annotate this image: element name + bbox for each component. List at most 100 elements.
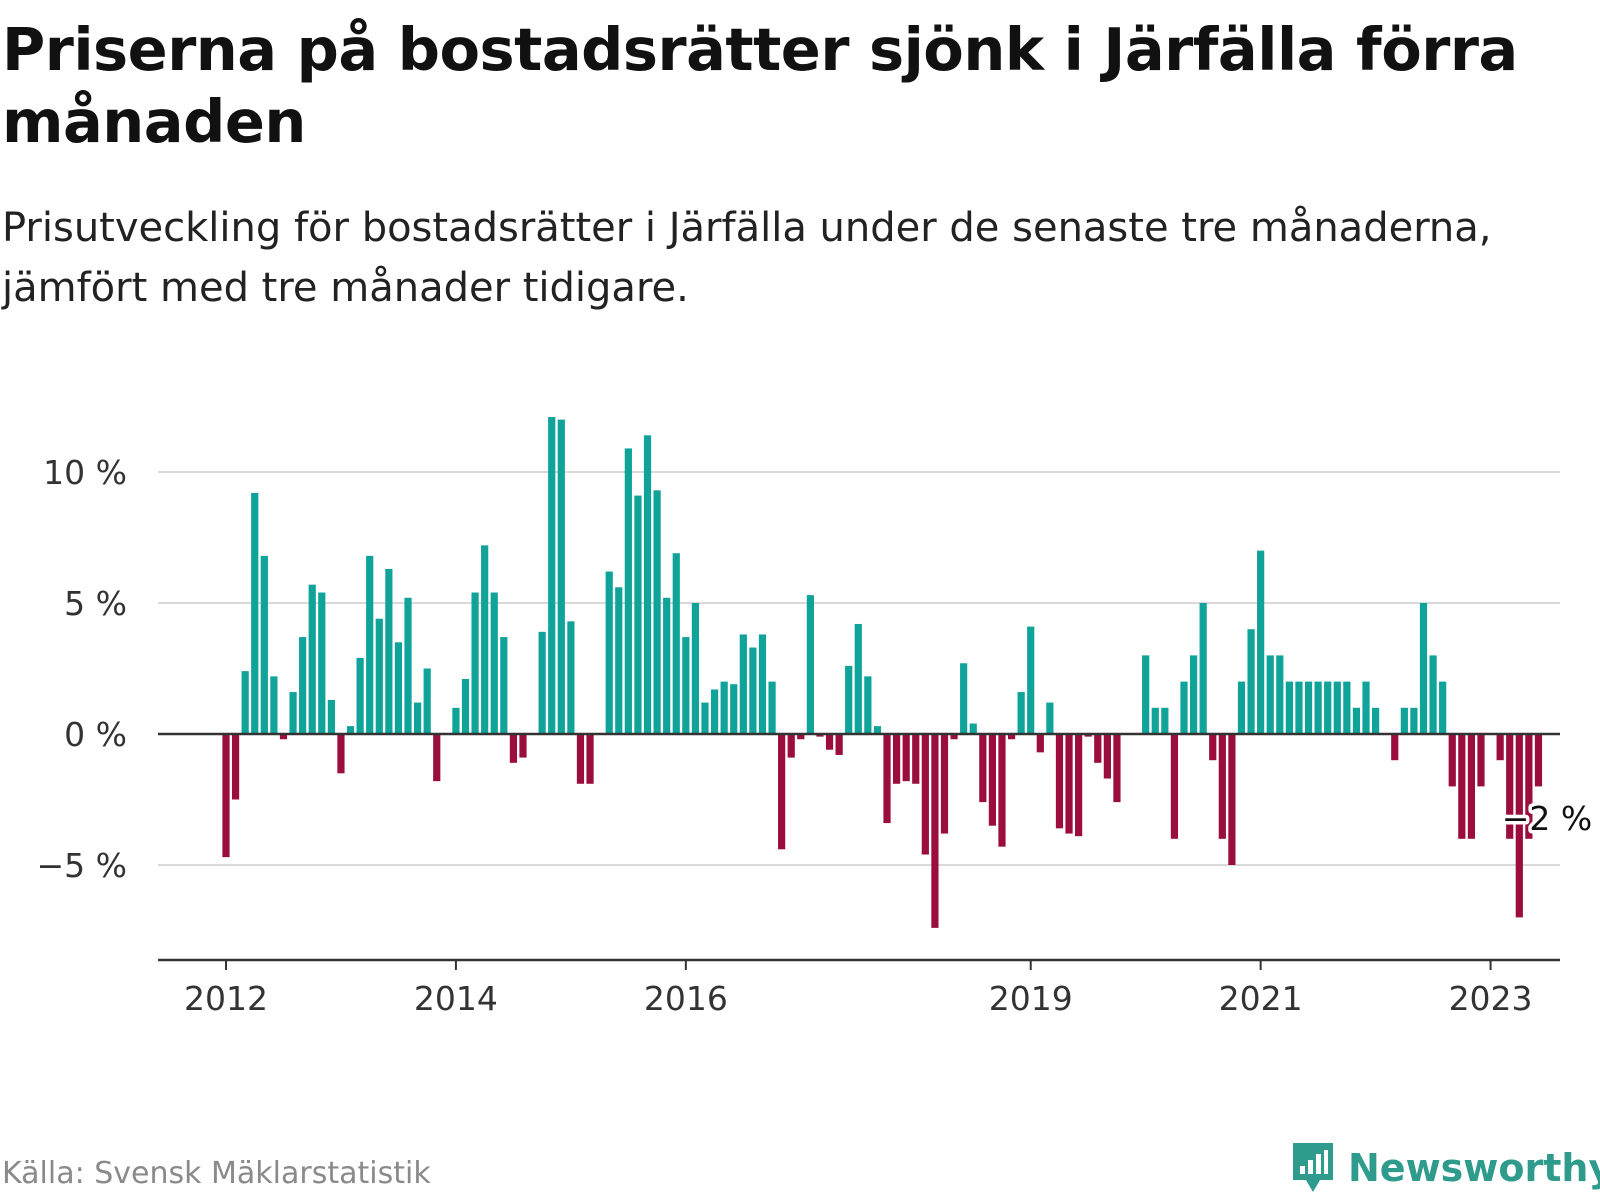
bar	[337, 734, 345, 774]
bar	[452, 707, 460, 734]
bar	[682, 637, 690, 734]
bar	[893, 734, 901, 784]
bar	[318, 592, 326, 734]
bar	[979, 734, 987, 803]
bar	[299, 637, 307, 734]
bar	[624, 448, 632, 734]
bar	[471, 592, 479, 734]
bar	[356, 658, 364, 734]
brand-logo[interactable]: Newsworthy	[1290, 1140, 1600, 1196]
bar-chart: −5 % 0 % 5 % 10 % 2012 2014 2016 2019 2021 2023 −2…	[36, 416, 1596, 1018]
bar	[1065, 734, 1073, 834]
bar	[825, 734, 834, 750]
bar	[385, 568, 393, 734]
bar	[519, 734, 527, 758]
x-tick-label: 2019	[989, 979, 1073, 1018]
bar	[1506, 734, 1514, 839]
bar	[1477, 734, 1485, 787]
bar	[1314, 681, 1322, 734]
bar	[806, 595, 814, 734]
bar	[1525, 734, 1533, 839]
y-tick-label: 10 %	[43, 453, 127, 492]
bar	[548, 416, 556, 734]
bar	[1075, 734, 1083, 837]
bar	[1228, 734, 1236, 865]
bar	[414, 702, 422, 734]
bar	[251, 492, 259, 734]
bar	[854, 623, 862, 734]
bar	[423, 668, 431, 734]
bar	[950, 734, 958, 740]
chart-title: Priserna på bostadsrätter sjönk i Järfäl…	[2, 15, 1518, 156]
bar	[653, 490, 661, 734]
x-tick-label: 2014	[414, 979, 498, 1018]
bar	[1237, 681, 1246, 734]
bar	[672, 553, 680, 734]
source-credit: Källa: Svensk Mäklarstatistik	[2, 1156, 431, 1191]
bar	[1362, 681, 1370, 734]
bar	[1429, 655, 1437, 734]
bar	[988, 734, 996, 826]
brand-name: Newsworthy	[1348, 1146, 1600, 1190]
bar	[883, 734, 891, 824]
bar	[730, 684, 738, 734]
bar	[270, 676, 278, 734]
bar	[308, 584, 316, 734]
bar	[1295, 681, 1303, 734]
bar	[605, 571, 613, 734]
bar	[1439, 681, 1447, 734]
bar	[1400, 707, 1408, 734]
bar	[433, 734, 441, 782]
bar	[346, 726, 355, 734]
bar	[1458, 734, 1466, 839]
bar	[1170, 734, 1179, 839]
bar	[289, 692, 297, 734]
bar	[873, 726, 882, 734]
bar	[816, 734, 824, 737]
bar	[720, 681, 728, 734]
bar	[1007, 734, 1016, 740]
bar	[969, 723, 977, 734]
bar	[1142, 655, 1150, 734]
bar	[557, 419, 565, 734]
y-tick-label: 0 %	[64, 715, 127, 754]
x-tick-label: 2023	[1449, 979, 1533, 1018]
bar	[691, 603, 700, 734]
bar	[701, 702, 709, 734]
y-tick-label: −5 %	[37, 846, 128, 885]
bar	[663, 597, 671, 734]
bar	[1304, 681, 1313, 734]
bar	[845, 665, 853, 734]
bar	[1189, 655, 1198, 734]
bar	[1515, 734, 1523, 918]
bar	[902, 734, 910, 782]
bar	[538, 631, 546, 734]
bar	[1247, 629, 1255, 734]
bar	[509, 734, 517, 763]
x-tick-label: 2012	[184, 979, 268, 1018]
bar	[1276, 655, 1284, 734]
bar	[567, 621, 575, 734]
bar	[1372, 707, 1380, 734]
bars	[222, 416, 1543, 928]
bar	[912, 734, 920, 784]
bar	[1027, 626, 1035, 734]
bar	[1324, 681, 1332, 734]
bar	[1448, 734, 1456, 787]
bar	[634, 495, 642, 734]
y-tick-label: 5 %	[64, 584, 127, 623]
bar	[1046, 702, 1054, 734]
bar	[1285, 681, 1293, 734]
newsworthy-icon	[1293, 1143, 1333, 1192]
x-tick-label: 2016	[644, 979, 728, 1018]
bar	[1410, 707, 1418, 734]
bar	[500, 637, 508, 734]
chart-subtitle: Prisutveckling för bostadsrätter i Järfä…	[2, 205, 1492, 311]
tick-labels: −5 % 0 % 5 % 10 % 2012 2014 2016 2019 2021 2023 −2…	[37, 453, 1596, 1018]
bar	[1017, 692, 1025, 734]
bar	[260, 555, 268, 734]
annotation-halo: −2 %	[1502, 799, 1593, 838]
bar	[1419, 603, 1428, 734]
bar	[279, 734, 288, 740]
bar	[1218, 734, 1226, 839]
